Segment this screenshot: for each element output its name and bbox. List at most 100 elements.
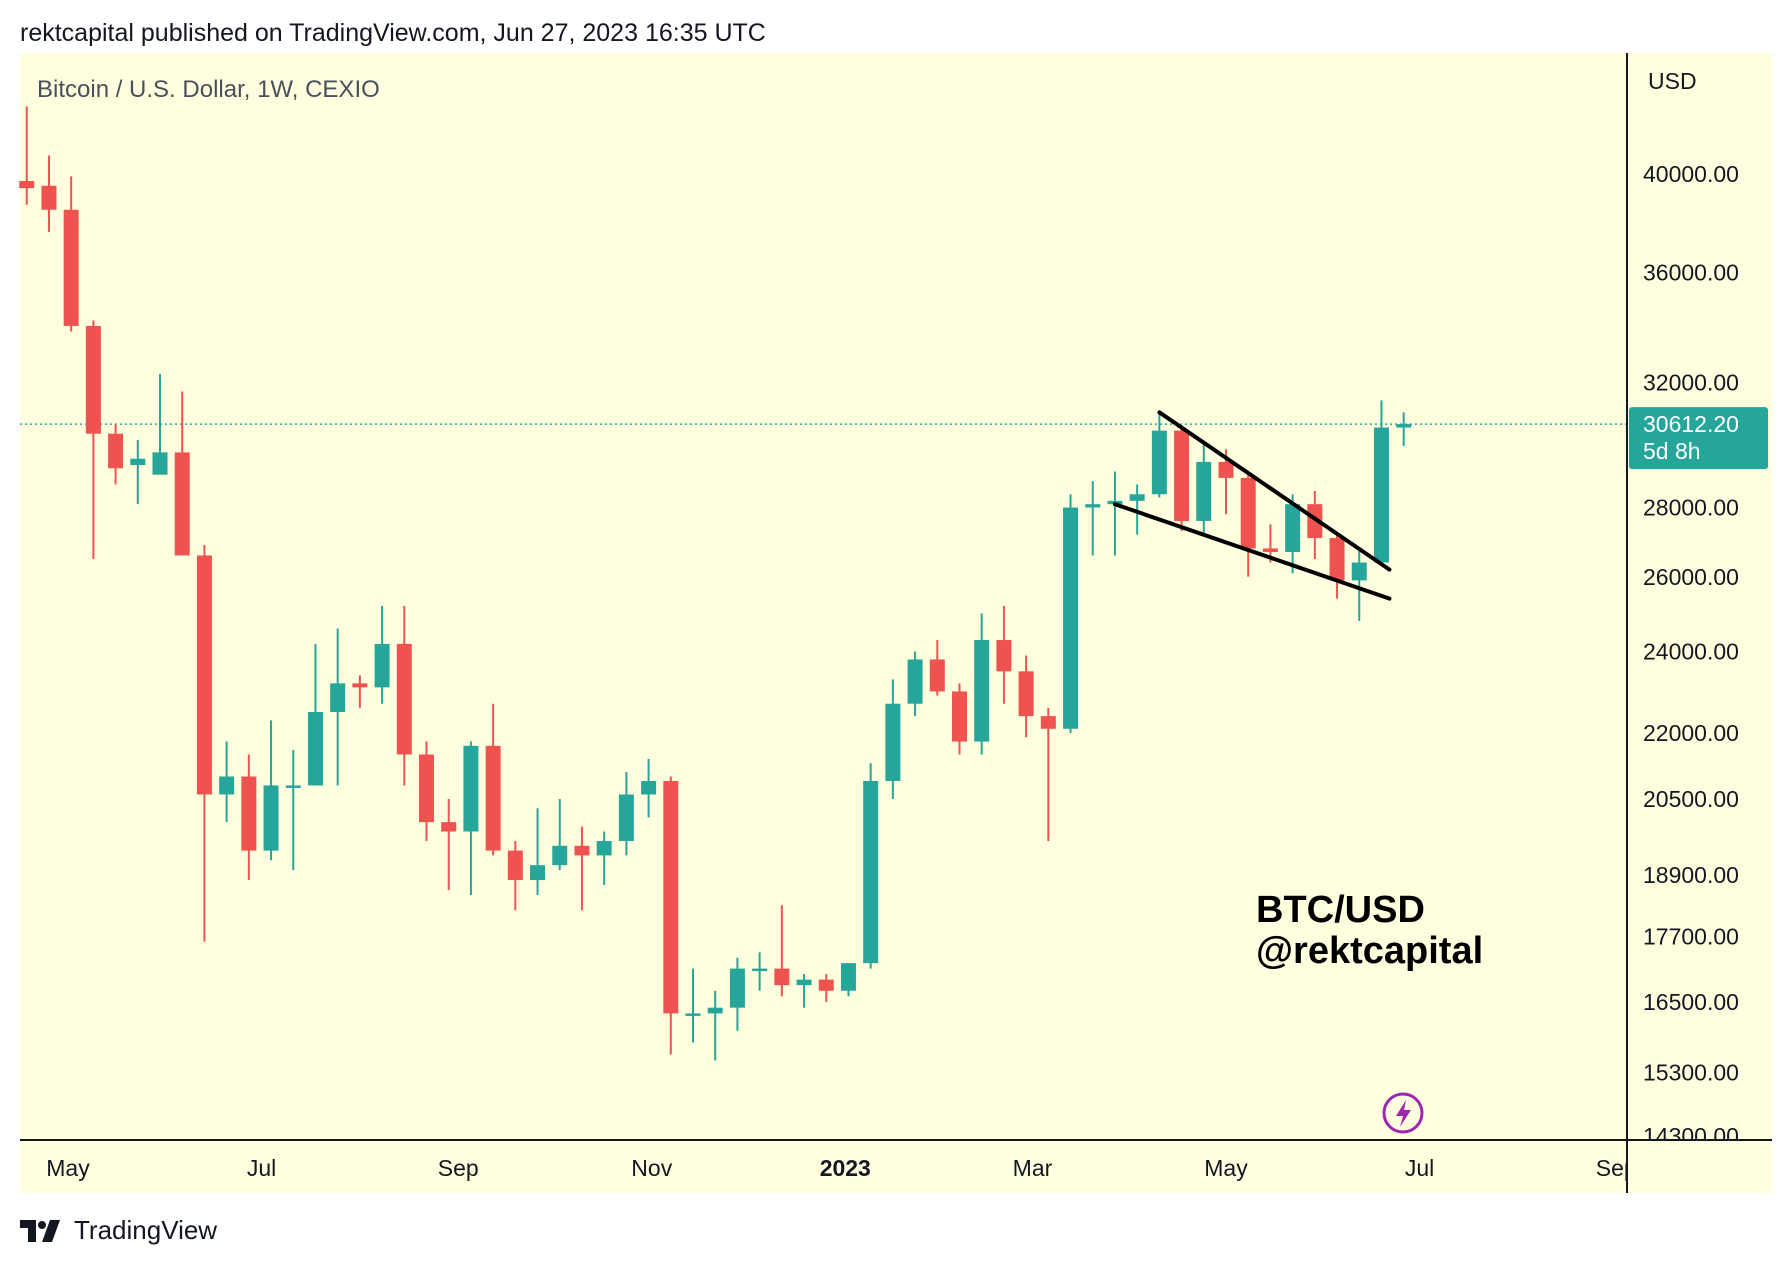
candle-body [552, 845, 568, 866]
candle[interactable] [885, 679, 901, 800]
candle[interactable] [1040, 707, 1056, 842]
lightning-icon[interactable] [1382, 1092, 1424, 1134]
tradingview-label: TradingView [74, 1215, 218, 1245]
candle-body [419, 754, 435, 823]
candle-body [952, 691, 968, 742]
x-tick-label: Jul [247, 1155, 276, 1181]
candle-body [707, 1007, 723, 1014]
candle[interactable] [1085, 481, 1101, 556]
candle[interactable] [1329, 534, 1345, 599]
falling-wedge-lower-line[interactable] [1112, 502, 1392, 601]
candle-body [818, 979, 834, 991]
candle[interactable] [263, 720, 279, 861]
candle[interactable] [130, 439, 146, 505]
candle[interactable] [1396, 412, 1412, 447]
annotation-pair-text: BTC/USD [1256, 889, 1425, 931]
candle-body [885, 703, 901, 781]
x-tick-label: Mar [1013, 1155, 1053, 1181]
candle[interactable] [974, 613, 990, 755]
candle[interactable] [285, 750, 301, 871]
y-tick-label: 20500.00 [1643, 786, 1739, 812]
candle[interactable] [108, 424, 124, 485]
x-tick-label: Nov [631, 1155, 672, 1181]
candle-body [663, 780, 679, 1014]
candle[interactable] [1129, 484, 1145, 535]
bar-countdown-label: 5d 8h [1643, 438, 1701, 464]
candle[interactable] [507, 841, 523, 911]
candle-body [174, 452, 190, 556]
candle[interactable] [1351, 548, 1367, 621]
candle[interactable] [1018, 655, 1034, 738]
candle-body [774, 968, 790, 986]
candle[interactable] [729, 957, 745, 1031]
candle[interactable] [219, 741, 235, 823]
candle-body [374, 643, 390, 688]
candle[interactable] [241, 754, 257, 880]
candle-body [1018, 671, 1034, 717]
candle[interactable] [19, 106, 35, 205]
candle[interactable] [907, 651, 923, 717]
candle[interactable] [1063, 494, 1079, 734]
y-tick-label: 18900.00 [1643, 862, 1739, 888]
candle[interactable] [463, 741, 479, 896]
candle[interactable] [1174, 427, 1190, 532]
candle[interactable] [707, 990, 723, 1061]
candle[interactable] [374, 606, 390, 704]
candle[interactable] [1285, 494, 1301, 574]
candle[interactable] [685, 968, 701, 1043]
candle[interactable] [396, 606, 412, 786]
candle-body [907, 659, 923, 704]
candle-body [263, 785, 279, 851]
annotation-group: BTC/USD@rektcapital [1256, 889, 1483, 1134]
candle[interactable] [196, 544, 212, 942]
x-axis-ticks: May Jul Sep Nov 2023 Mar May Jul Sep [46, 1155, 1636, 1181]
candle[interactable] [641, 758, 657, 818]
candle[interactable] [85, 320, 101, 559]
candle[interactable] [1240, 471, 1256, 577]
candle-body [396, 643, 412, 755]
candle[interactable] [663, 776, 679, 1055]
candle[interactable] [485, 703, 501, 856]
candle[interactable] [330, 628, 346, 786]
candle[interactable] [1151, 412, 1167, 498]
y-tick-label: 32000.00 [1643, 370, 1739, 396]
candle[interactable] [63, 176, 79, 332]
footer-brand[interactable]: TradingView [20, 1215, 217, 1246]
candle[interactable] [952, 683, 968, 755]
candle[interactable] [929, 640, 945, 696]
candle[interactable] [840, 963, 856, 997]
candle-body [152, 452, 168, 475]
candle[interactable] [152, 373, 168, 475]
candle-body [1329, 538, 1345, 581]
candle[interactable] [530, 808, 546, 896]
candle[interactable] [574, 826, 590, 911]
candle[interactable] [774, 905, 790, 997]
candle[interactable] [1373, 400, 1389, 567]
candle-body [996, 640, 1012, 672]
falling-wedge-upper-line[interactable] [1157, 410, 1392, 572]
candle[interactable] [307, 643, 323, 786]
candle-body [463, 745, 479, 832]
candle-body [41, 185, 57, 210]
candle[interactable] [1307, 490, 1323, 559]
candle[interactable] [441, 799, 457, 890]
candle[interactable] [863, 763, 879, 969]
candle[interactable] [596, 831, 612, 885]
candle-body [441, 822, 457, 832]
candle[interactable] [818, 974, 834, 1002]
candle[interactable] [419, 741, 435, 842]
candle[interactable] [41, 155, 57, 232]
candle[interactable] [352, 675, 368, 708]
candle-body [352, 683, 368, 688]
candle[interactable] [996, 606, 1012, 704]
candle[interactable] [174, 391, 190, 556]
candle[interactable] [752, 952, 768, 991]
candle[interactable] [796, 974, 812, 1008]
candle-body [530, 865, 546, 880]
candle-body [1218, 461, 1234, 478]
candle-body [507, 850, 523, 880]
candle[interactable] [618, 772, 634, 856]
candle[interactable] [1196, 442, 1212, 535]
candle[interactable] [552, 799, 568, 871]
